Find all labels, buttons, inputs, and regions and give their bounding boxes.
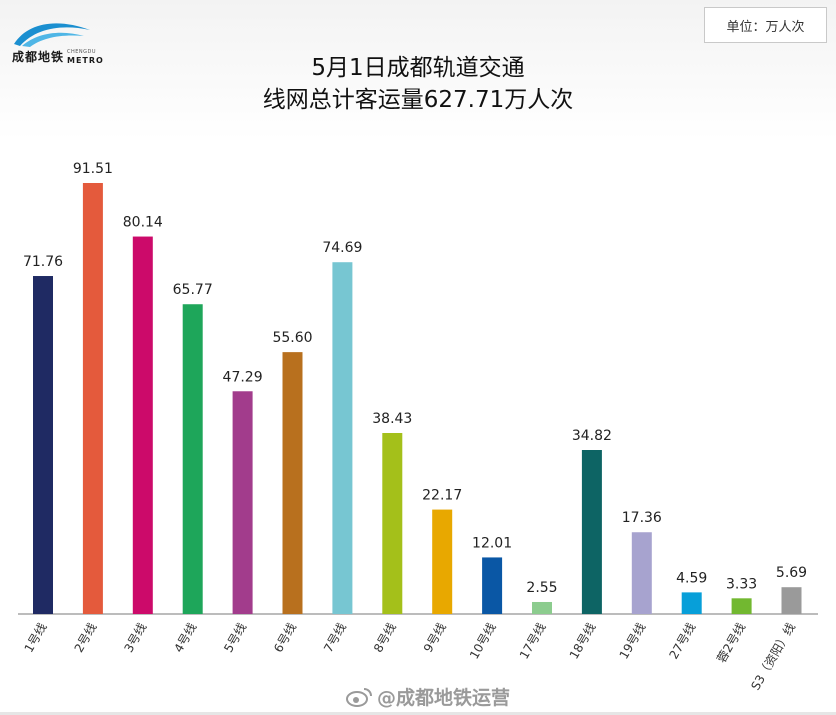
value-label-3: 65.77: [173, 282, 213, 298]
bar-13: [681, 592, 702, 614]
value-label-4: 47.29: [223, 369, 263, 385]
category-label-4: 5号线: [221, 621, 249, 655]
category-label-13: 27号线: [667, 621, 699, 662]
category-label-5: 6号线: [271, 621, 299, 655]
value-label-8: 22.17: [422, 488, 462, 504]
bar-5: [282, 352, 303, 614]
value-label-15: 5.69: [776, 565, 807, 581]
bar-8: [432, 509, 453, 614]
value-label-2: 80.14: [123, 215, 163, 231]
category-label-1: 2号线: [72, 621, 100, 655]
value-label-10: 2.55: [526, 580, 557, 596]
category-label-7: 8号线: [371, 621, 399, 655]
bar-15: [781, 587, 802, 614]
bar-0: [33, 276, 53, 614]
logo-name-en-top: CHENGDU: [67, 49, 97, 55]
value-label-0: 71.76: [23, 254, 63, 270]
watermark-text: @成都地铁运营: [377, 687, 511, 709]
value-label-7: 38.43: [372, 411, 412, 427]
metro-logo-icon: [14, 23, 90, 47]
category-label-6: 7号线: [321, 621, 349, 655]
category-label-0: 1号线: [22, 621, 50, 655]
category-label-14: 蓉2号线: [714, 621, 748, 666]
bar-2: [132, 236, 153, 614]
chart-title-line1: 5月1日成都轨道交通: [311, 55, 525, 81]
chart-title-line2: 线网总计客运量627.71万人次: [262, 87, 574, 113]
bottom-divider: [0, 712, 836, 715]
value-label-13: 4.59: [676, 570, 707, 586]
bar-9: [482, 557, 503, 614]
bar-10: [532, 601, 552, 614]
category-label-8: 9号线: [421, 621, 449, 655]
category-label-2: 3号线: [121, 621, 149, 655]
bar-11: [581, 450, 602, 614]
watermark: @成都地铁运营: [346, 683, 510, 710]
weibo-icon: [346, 687, 372, 707]
bar-12: [631, 532, 652, 614]
logo-name-en: METRO: [67, 56, 104, 65]
category-label-11: 18号线: [567, 621, 599, 662]
metro-logo: 成都地铁 CHENGDU METRO: [12, 16, 122, 66]
value-label-5: 55.60: [272, 330, 312, 346]
bar-7: [382, 432, 403, 614]
category-label-9: 10号线: [467, 621, 499, 662]
value-label-12: 17.36: [622, 510, 662, 526]
bar-3: [182, 304, 203, 614]
category-label-12: 19号线: [617, 621, 649, 662]
bar-14: [731, 598, 752, 614]
bar-4: [232, 391, 253, 614]
value-label-6: 74.69: [322, 240, 362, 256]
category-label-15: S3（资阳）线: [748, 621, 798, 693]
category-label-10: 17号线: [517, 621, 549, 662]
value-label-9: 12.01: [472, 535, 512, 551]
bar-6: [332, 262, 353, 614]
value-label-1: 91.51: [73, 161, 113, 177]
value-label-11: 34.82: [572, 428, 612, 444]
bar-1: [82, 183, 103, 614]
logo-name-cn: 成都地铁: [12, 50, 65, 64]
unit-label: 单位：万人次: [704, 7, 827, 43]
category-label-3: 4号线: [171, 621, 199, 655]
value-label-14: 3.33: [726, 576, 757, 592]
